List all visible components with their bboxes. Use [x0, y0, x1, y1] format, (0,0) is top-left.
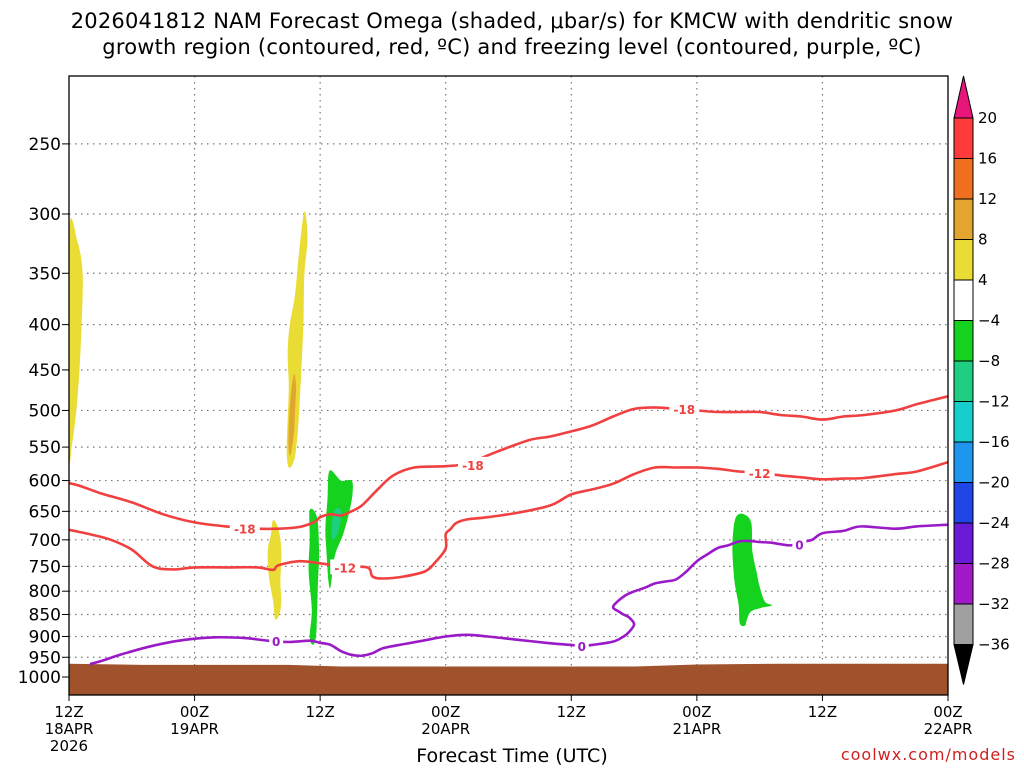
colorbar-swatch-0 [953, 117, 974, 159]
x-tick-label-0-1: 12Z [54, 703, 83, 721]
dendritic-minus12-label-1: -12 [749, 467, 771, 481]
y-tick-label-600: 600 [29, 472, 61, 492]
omega-shading [69, 211, 773, 645]
colorbar-level-3: 8 [978, 231, 988, 249]
omega-neg-4-8-b [325, 470, 353, 589]
dendritic-minus18-label-2: -18 [673, 403, 695, 417]
colorbar-level-0: 20 [978, 109, 997, 127]
colorbar-level-11: −28 [978, 555, 1010, 573]
omega-neg-4-8-a [308, 508, 320, 645]
x-tick-label-36-2: 20APR [421, 720, 470, 738]
colorbar-swatch-4 [953, 279, 974, 321]
x-tick-label-60-1: 00Z [682, 703, 711, 721]
dendritic-minus18-label-0: -18 [234, 523, 256, 537]
colorbar-level-13: −36 [978, 636, 1010, 654]
freezing-0-label-1: 0 [578, 640, 586, 654]
colorbar-swatch-8 [953, 441, 974, 483]
colorbar-level-5: −4 [978, 312, 1000, 330]
x-tick-label-24-1: 12Z [305, 703, 334, 721]
colorbar-level-4: 4 [978, 271, 988, 289]
colorbar-level-1: 16 [978, 150, 997, 168]
x-tick-label-0-3: 2026 [50, 737, 88, 755]
y-axis: 2503003504004505005506006507007508008509… [18, 135, 69, 688]
omega-pos-8-12-core [288, 374, 297, 456]
dendritic-minus12-line [69, 460, 948, 580]
gridlines [69, 76, 948, 695]
freezing-0-label-0: 0 [272, 635, 280, 649]
colorbar-swatch-11 [953, 563, 974, 605]
dendritic-minus18-label-1: -18 [462, 459, 484, 473]
x-tick-label-48-1: 12Z [557, 703, 586, 721]
colorbar-swatch-5 [953, 320, 974, 362]
y-tick-label-300: 300 [29, 205, 61, 225]
colorbar-level-6: −8 [978, 352, 1000, 370]
colorbar-swatch-7 [953, 401, 974, 443]
colorbar-level-12: −32 [978, 595, 1010, 613]
x-tick-label-60-2: 21APR [672, 720, 721, 738]
dendritic-minus18-label-bg-0 [229, 520, 260, 536]
colorbar-level-9: −20 [978, 474, 1010, 492]
dendritic-minus18-label-bg-1 [457, 456, 488, 472]
credit-text: coolwx.com/models [840, 745, 1016, 764]
x-tick-label-84-1: 00Z [933, 703, 962, 721]
colorbar: 20 16 12 8 4 −4 −8 −12 −16 −20 −24 −28 −32 −36 [953, 75, 1010, 685]
colorbar-level-8: −16 [978, 433, 1010, 451]
colorbar-swatch-2 [953, 198, 974, 240]
y-tick-label-900: 900 [29, 627, 61, 647]
colorbar-level-10: −24 [978, 514, 1010, 532]
freezing-0-label-2: 0 [795, 539, 803, 553]
x-tick-label-0-2: 18APR [45, 720, 94, 738]
colorbar-swatch-3 [953, 239, 974, 281]
colorbar-level-2: 12 [978, 190, 997, 208]
x-axis-title: Forecast Time (UTC) [416, 745, 608, 767]
omega-pos-4-8-left [69, 218, 83, 464]
x-tick-label-72-1: 12Z [808, 703, 837, 721]
freezing-0-label-bg-0 [269, 633, 284, 649]
dendritic-minus12-label-0: -12 [334, 561, 356, 575]
ground-layer [69, 663, 948, 695]
y-tick-label-550: 550 [29, 438, 61, 458]
chart-title: 2026041812 NAM Forecast Omega (shaded, μ… [0, 8, 1024, 60]
freezing-0-label-bg-2 [792, 536, 807, 552]
omega-neg-4-8-right [732, 513, 773, 627]
x-tick-label-84-2: 22APR [924, 720, 973, 738]
contour-labels: -18 -18 -18 -12 -12 0 0 0 [229, 400, 807, 654]
y-tick-label-350: 350 [29, 264, 61, 284]
colorbar-bottom-arrow [953, 644, 974, 685]
y-tick-label-750: 750 [29, 557, 61, 577]
colorbar-level-7: −12 [978, 393, 1010, 411]
colorbar-swatch-9 [953, 482, 974, 524]
chart-title-line1: 2026041812 NAM Forecast Omega (shaded, μ… [70, 9, 954, 33]
y-tick-label-400: 400 [29, 316, 61, 336]
dendritic-minus12-label-bg-1 [744, 464, 775, 480]
y-tick-label-450: 450 [29, 361, 61, 381]
x-tick-label-12-2: 19APR [170, 720, 219, 738]
ground-fill [69, 663, 948, 695]
plot-frame [68, 75, 949, 696]
y-tick-label-250: 250 [29, 135, 61, 155]
y-tick-label-1000: 1000 [18, 668, 61, 688]
colorbar-swatch-6 [953, 360, 974, 402]
colorbar-swatch-12 [953, 603, 974, 645]
y-tick-label-950: 950 [29, 648, 61, 668]
dendritic-minus18-line [69, 395, 948, 531]
x-tick-label-36-1: 00Z [431, 703, 460, 721]
colorbar-swatch-10 [953, 522, 974, 564]
x-tick-label-12-1: 00Z [180, 703, 209, 721]
freezing-0-line [89, 523, 948, 666]
y-tick-label-850: 850 [29, 606, 61, 626]
y-tick-label-650: 650 [29, 502, 61, 522]
freezing-0-label-bg-1 [574, 637, 589, 653]
y-tick-label-700: 700 [29, 531, 61, 551]
dendritic-minus18-label-bg-2 [669, 400, 700, 416]
colorbar-top-arrow [953, 75, 974, 119]
contour-lines [69, 395, 948, 666]
chart-title-line2: growth region (contoured, red, ºC) and f… [102, 35, 922, 59]
y-tick-label-800: 800 [29, 582, 61, 602]
colorbar-swatch-1 [953, 158, 974, 200]
y-tick-label-500: 500 [29, 401, 61, 421]
dendritic-minus12-label-bg-0 [330, 559, 361, 575]
